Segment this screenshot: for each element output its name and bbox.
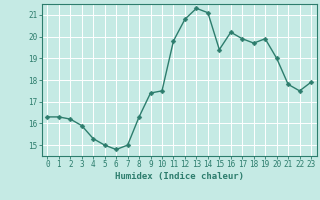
X-axis label: Humidex (Indice chaleur): Humidex (Indice chaleur) bbox=[115, 172, 244, 181]
